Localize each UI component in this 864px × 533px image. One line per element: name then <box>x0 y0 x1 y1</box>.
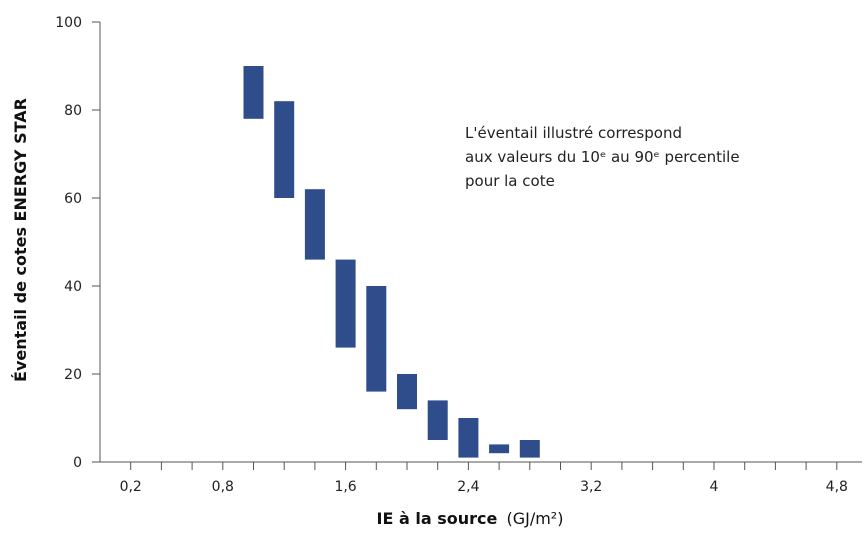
x-tick-label: 1,6 <box>334 479 356 495</box>
range-bar <box>519 440 540 458</box>
x-axis-title-unit: (GJ/m²) <box>506 509 563 528</box>
tick-labels: 0 20 40 60 80 100 0,2 0,8 1,6 2,4 3,2 4 4,8 <box>55 15 848 495</box>
y-tick-label: 20 <box>64 367 82 383</box>
range-bar <box>304 189 325 260</box>
y-tick-label: 80 <box>64 103 82 119</box>
y-tick-label: 40 <box>64 279 82 295</box>
x-tick-label: 3,2 <box>580 479 602 495</box>
range-bar <box>335 259 356 348</box>
range-bar <box>427 400 448 440</box>
x-axis-title: IE à la source (GJ/m²) <box>377 509 564 528</box>
range-bar <box>397 374 417 410</box>
x-tick-label: 4 <box>710 479 719 495</box>
range-bars <box>243 66 540 458</box>
x-axis-title-main: IE à la source <box>377 509 498 528</box>
range-bar <box>489 444 510 454</box>
y-axis-title: Éventail de cotes ENERGY STAR <box>11 98 30 382</box>
annotation-line: L'éventail illustré correspond <box>465 124 682 142</box>
y-tick-label: 60 <box>64 191 82 207</box>
y-tick-label: 100 <box>55 15 82 31</box>
y-tick-label: 0 <box>73 455 82 471</box>
range-bar <box>274 101 295 198</box>
range-bar <box>243 66 264 119</box>
x-tick-label: 2,4 <box>457 479 479 495</box>
x-tick-label: 0,2 <box>120 479 142 495</box>
range-bar <box>458 418 479 458</box>
annotation: L'éventail illustré correspond aux valeur… <box>465 124 740 190</box>
range-bar <box>366 286 387 392</box>
annotation-line: pour la cote <box>465 172 555 190</box>
axes <box>92 21 862 470</box>
annotation-line: aux valeurs du 10ᵉ au 90ᵉ percentile <box>465 148 740 166</box>
x-tick-label: 4,8 <box>826 479 848 495</box>
x-tick-label: 0,8 <box>212 479 234 495</box>
